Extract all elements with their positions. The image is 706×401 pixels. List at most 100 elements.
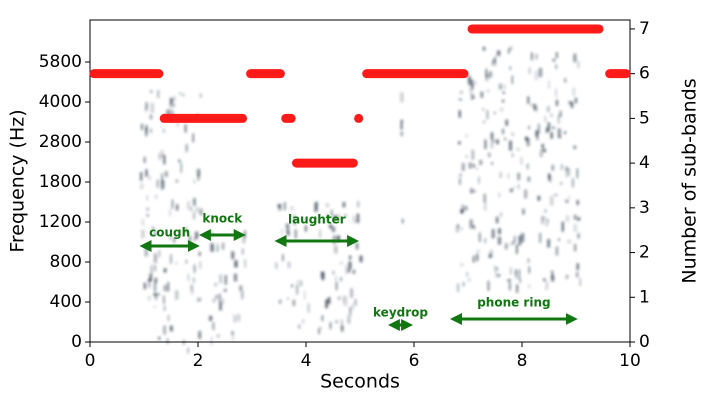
spectrogram-streak: [196, 168, 201, 177]
spectrogram-streak: [213, 298, 215, 303]
spectrogram-streak: [198, 251, 201, 256]
spectrogram-streak: [501, 128, 505, 135]
spectrogram-streak: [472, 255, 475, 263]
spectrogram-streak: [563, 131, 567, 134]
spectrogram-streak: [185, 259, 188, 264]
spectrogram-streak: [522, 208, 525, 215]
spectrogram-streak: [149, 90, 153, 93]
spectrogram: [140, 46, 582, 354]
spectrogram-streak: [161, 149, 164, 159]
spectrogram-streak: [499, 172, 502, 178]
spectrogram-streak: [494, 268, 498, 278]
y-tick-label: 1200: [39, 212, 82, 232]
spectrogram-streak: [187, 347, 189, 354]
y2-tick-label: 7: [639, 19, 650, 39]
y-tick-label: 800: [50, 252, 82, 272]
y-tick-label: 5800: [39, 52, 82, 72]
spectrogram-streak: [470, 93, 474, 100]
spectrogram-streak: [557, 114, 560, 124]
spectrogram-streak: [526, 163, 529, 170]
spectrogram-streak: [490, 140, 494, 149]
y-tick-label: 2800: [39, 132, 82, 152]
spectrogram-streak: [140, 123, 144, 130]
spectrogram-streak: [315, 201, 318, 210]
spectrogram-streak: [471, 149, 475, 160]
y2-tick-label: 1: [639, 287, 650, 307]
spectrogram-streak: [155, 293, 158, 301]
spectrogram-streak: [551, 270, 554, 280]
spectrogram-streak: [508, 140, 513, 151]
spectrogram-streak: [555, 52, 558, 59]
spectrogram-streak: [502, 91, 505, 94]
spectrogram-streak: [538, 67, 543, 77]
spectrogram-streak: [198, 330, 202, 339]
spectrogram-streak: [533, 104, 536, 111]
spectrogram-streak: [470, 79, 474, 86]
spectrogram-streak: [233, 273, 238, 282]
spectrogram-streak: [340, 277, 343, 282]
spectrogram-streak: [242, 233, 246, 244]
spectrogram-streak: [568, 101, 572, 105]
x-tick-label: 0: [85, 351, 96, 371]
spectrogram-streak: [509, 46, 513, 51]
spectrogram-streak: [215, 295, 218, 299]
spectrogram-streak: [347, 315, 351, 324]
spectrogram-streak: [175, 261, 178, 265]
spectrogram-streak: [169, 103, 172, 110]
spectrogram-streak: [149, 273, 153, 282]
spectrogram-streak: [576, 200, 579, 205]
spectrogram-streak: [510, 242, 514, 246]
spectrogram-streak: [558, 135, 562, 139]
spectrogram-streak: [484, 201, 487, 211]
spectrogram-streak: [534, 71, 539, 80]
spectrogram-streak: [458, 110, 461, 118]
spectrogram-streak: [140, 172, 143, 181]
spectrogram-streak: [154, 264, 156, 272]
spectrogram-streak: [219, 274, 223, 284]
spectrogram-streak: [171, 199, 174, 209]
spectrogram-streak: [530, 103, 534, 107]
spectrogram-streak: [193, 264, 196, 273]
spectrogram-streak: [498, 83, 503, 90]
spectrogram-streak: [287, 261, 291, 269]
spectrogram-streak: [158, 250, 161, 258]
spectrogram-streak: [170, 254, 172, 264]
spectrogram-streak: [221, 298, 224, 305]
spectrogram-streak: [169, 325, 173, 332]
spectrogram-streak: [504, 137, 507, 141]
spectrogram-streak: [357, 201, 360, 208]
spectrogram-streak: [535, 106, 539, 111]
spectrogram-streak: [541, 215, 545, 224]
spectrogram-streak: [565, 275, 569, 279]
spectrogram-streak: [340, 261, 343, 265]
spectrogram-streak: [485, 74, 489, 81]
y-tick-label: 4000: [39, 92, 82, 112]
spectrogram-streak: [545, 218, 549, 227]
spectrogram-streak: [173, 96, 176, 102]
spectrogram-streak: [285, 224, 288, 228]
spectrogram-streak: [512, 240, 515, 244]
spectrogram-streak: [292, 299, 296, 306]
spectrogram-streak: [511, 153, 514, 157]
spectrogram-streak: [469, 188, 474, 194]
spectrogram-streak: [340, 325, 344, 332]
spectrogram-streak: [535, 53, 538, 60]
spectrogram-streak: [539, 232, 542, 243]
spectrogram-streak: [148, 278, 151, 288]
spectrogram-streak: [163, 305, 166, 311]
spectrogram-streak: [244, 259, 246, 268]
spectrogram-streak: [350, 288, 354, 298]
spectrogram-streak: [153, 282, 157, 292]
spectrogram-streak: [341, 319, 343, 328]
spectrogram-streak: [335, 276, 337, 281]
spectrogram-streak: [352, 215, 356, 223]
spectrogram-streak: [153, 292, 157, 297]
spectrogram-streak: [223, 288, 227, 292]
spectrogram-streak: [518, 269, 521, 279]
spectrogram-streak: [559, 110, 562, 117]
spectrogram-streak: [354, 299, 357, 306]
spectrogram-streak: [216, 243, 219, 248]
spectrogram-streak: [146, 214, 149, 217]
spectrogram-streak: [286, 223, 290, 233]
spectrogram-streak: [489, 250, 493, 258]
